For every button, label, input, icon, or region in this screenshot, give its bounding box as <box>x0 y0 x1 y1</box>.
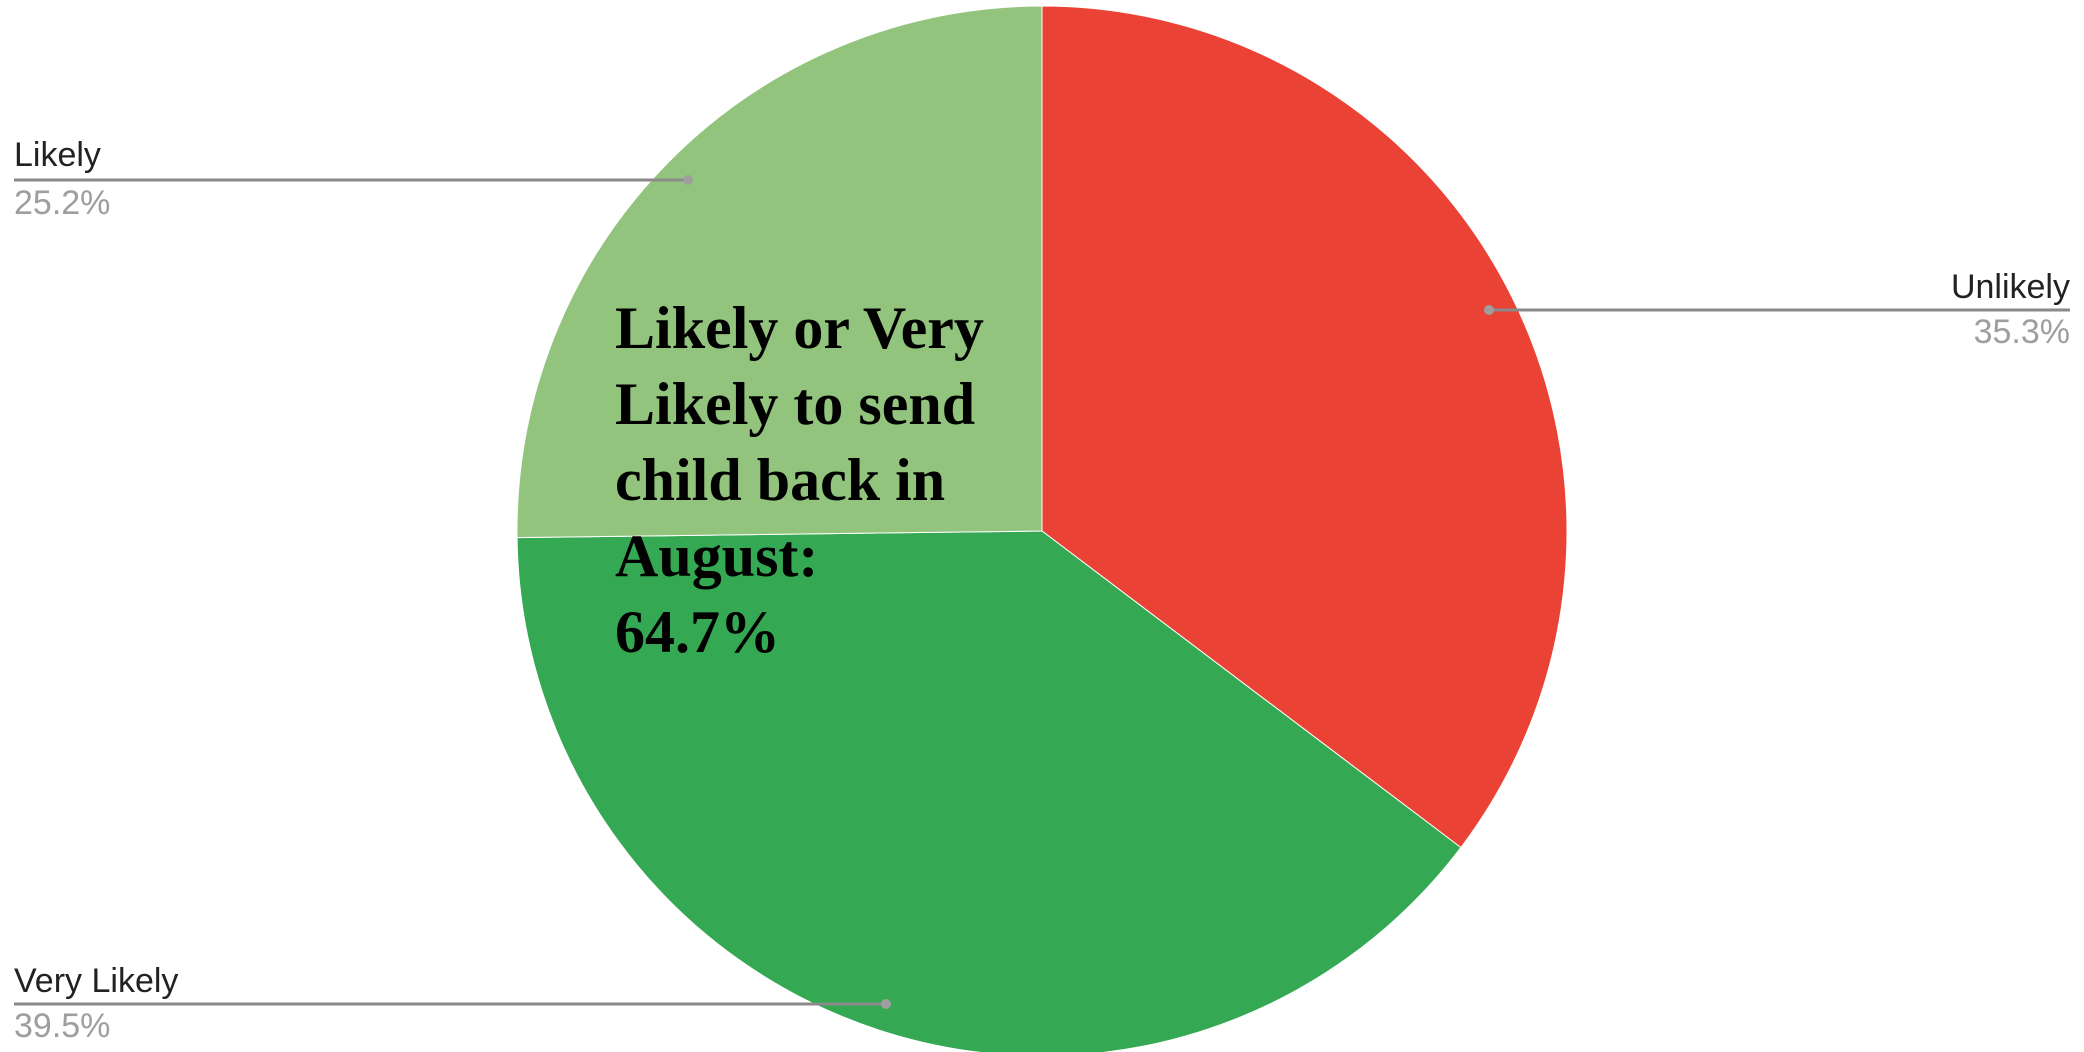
slice-value-likely: 25.2% <box>14 184 110 222</box>
slice-label-very-likely: Very Likely <box>14 962 178 1000</box>
leader-dot-very-likely <box>881 999 891 1009</box>
slice-labels: Unlikely 35.3% Very Likely 39.5% Likely 25.2% <box>14 136 2070 1045</box>
chart-annotation: Likely or Very Likely to send child back… <box>615 295 984 665</box>
leader-dot-likely <box>683 175 693 185</box>
slice-label-unlikely: Unlikely <box>1951 268 2070 306</box>
leader-dot-unlikely <box>1484 305 1494 315</box>
pie-slice-very-likely <box>516 530 1462 1052</box>
pie-slice-unlikely <box>1041 5 1568 849</box>
slice-value-unlikely: 35.3% <box>1974 313 2070 351</box>
leader-lines <box>14 175 2070 1009</box>
slice-value-very-likely: 39.5% <box>14 1007 110 1045</box>
pie-slice-likely <box>516 5 1043 539</box>
slice-label-likely: Likely <box>14 136 101 174</box>
pie-slices <box>516 5 1568 1052</box>
